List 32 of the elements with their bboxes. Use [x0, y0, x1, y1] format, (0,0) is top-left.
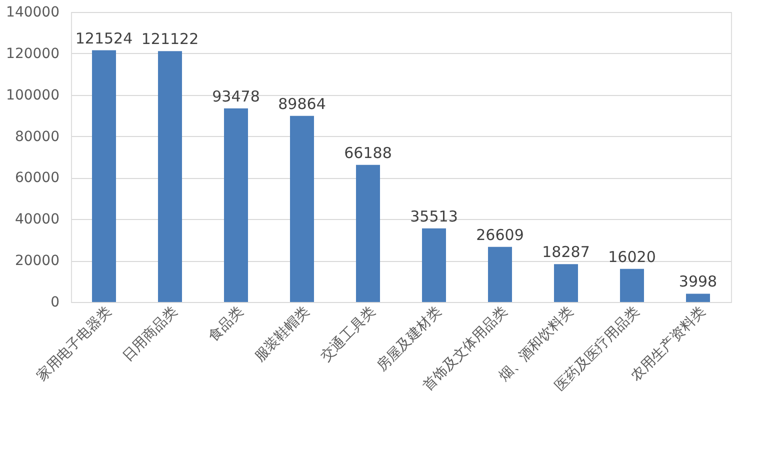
data-label: 16020: [608, 248, 656, 266]
x-tick-label: 交通工具类: [318, 304, 379, 365]
bar: [422, 228, 446, 302]
bar: [158, 51, 182, 302]
x-tick-label: 食品类: [206, 304, 247, 345]
data-label: 121122: [141, 30, 199, 48]
data-label: 89864: [278, 94, 326, 113]
bar: [554, 264, 578, 302]
x-tick-label: 服装鞋帽类: [252, 304, 313, 365]
y-tick-label: 140000: [6, 4, 60, 20]
data-label: 3998: [678, 272, 718, 291]
y-tick-label: 0: [50, 294, 60, 310]
y-tick-label: 100000: [6, 87, 60, 104]
bar: [356, 164, 380, 302]
bar: [620, 268, 644, 302]
y-tick-label: 40000: [14, 212, 60, 228]
data-label: 35513: [410, 207, 458, 226]
data-label: 26609: [476, 226, 524, 244]
y-tick-label: 60000: [14, 170, 60, 186]
data-label: 18287: [542, 243, 590, 262]
x-tick-label: 日用商品类: [120, 304, 181, 365]
data-label: 66188: [344, 144, 392, 162]
y-tick-label: 120000: [6, 46, 60, 62]
bar: [224, 108, 248, 302]
bar: [290, 116, 314, 302]
y-tick-label: 80000: [14, 128, 60, 145]
y-tick-label: 20000: [14, 253, 60, 270]
bar: [92, 50, 116, 302]
data-label: 121524: [75, 29, 133, 48]
data-label: 93478: [212, 87, 260, 106]
bar: [488, 246, 512, 302]
bar: [686, 294, 710, 302]
